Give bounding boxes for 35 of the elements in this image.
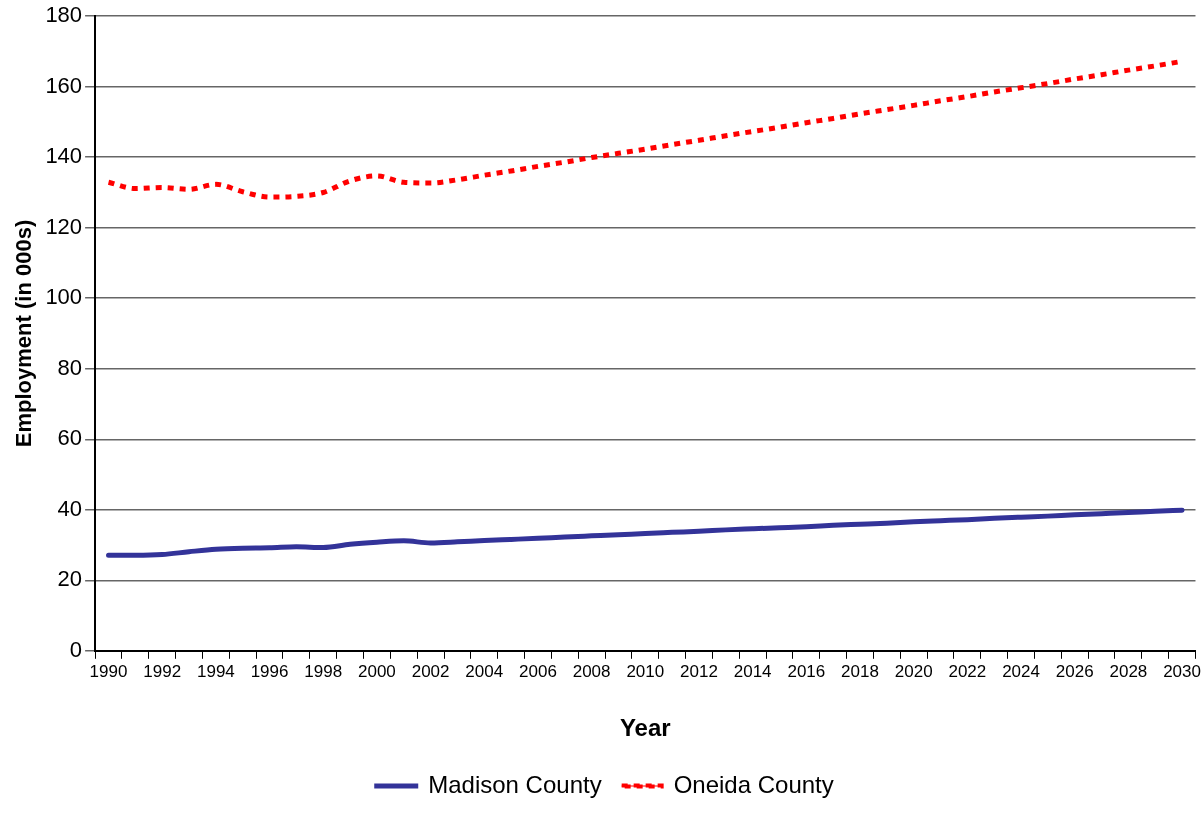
y-tick-label: 80: [57, 354, 83, 380]
x-tick-label: 2022: [948, 661, 987, 681]
x-axis-title: Year: [619, 714, 671, 742]
x-tick-label: 2014: [733, 661, 772, 681]
y-tick-label: 20: [57, 566, 83, 592]
x-tick-label: 2000: [358, 661, 396, 681]
x-tick-label: 2024: [1002, 661, 1040, 681]
x-tick-label: 2018: [841, 661, 879, 681]
x-tick-label: 2028: [1109, 661, 1148, 681]
legend-label: Oneida County: [673, 770, 834, 798]
x-tick-label: 2004: [465, 661, 504, 681]
x-tick-label: 2016: [787, 661, 826, 681]
y-tick-label: 0: [69, 636, 83, 662]
x-tick-label: 1996: [250, 661, 289, 681]
y-tick-label: 120: [45, 213, 83, 239]
x-tick-label: 2002: [411, 661, 450, 681]
x-tick-label: 2008: [572, 661, 611, 681]
x-tick-label: 2010: [626, 661, 665, 681]
y-tick-label: 180: [45, 2, 83, 28]
y-tick-label: 60: [57, 425, 83, 451]
y-tick-label: 40: [57, 495, 83, 521]
y-tick-label: 160: [45, 72, 83, 98]
y-tick-label: 100: [45, 284, 83, 310]
x-tick-label: 1992: [143, 661, 182, 681]
x-tick-label: 1998: [304, 661, 343, 681]
x-tick-label: 1990: [89, 661, 128, 681]
legend-label: Madison County: [428, 770, 602, 798]
x-tick-label: 2030: [1163, 661, 1201, 681]
x-tick-label: 1994: [196, 661, 235, 681]
y-axis-title: Employment (in 000s): [11, 219, 37, 448]
y-tick-label: 140: [45, 143, 83, 169]
x-tick-label: 2012: [680, 661, 718, 681]
x-tick-label: 2026: [1055, 661, 1094, 681]
x-tick-label: 2006: [519, 661, 557, 681]
x-tick-label: 2020: [894, 661, 933, 681]
